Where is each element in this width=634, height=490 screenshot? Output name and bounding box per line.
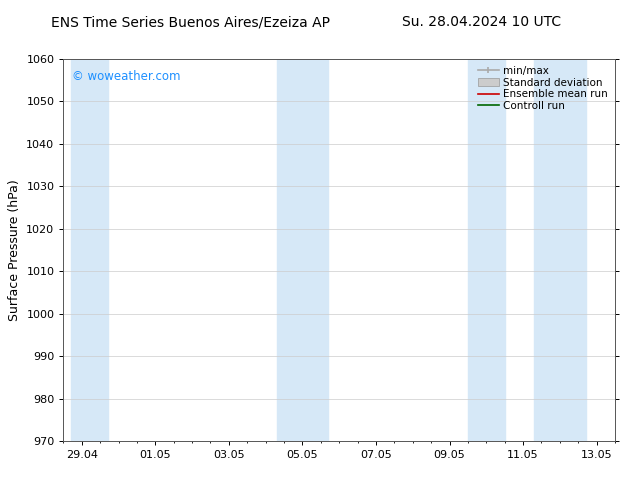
Text: © woweather.com: © woweather.com xyxy=(72,70,180,83)
Bar xyxy=(534,59,586,441)
Bar xyxy=(71,59,108,441)
Bar xyxy=(468,59,505,441)
Legend: min/max, Standard deviation, Ensemble mean run, Controll run: min/max, Standard deviation, Ensemble me… xyxy=(476,64,610,113)
Bar xyxy=(276,59,328,441)
Text: Su. 28.04.2024 10 UTC: Su. 28.04.2024 10 UTC xyxy=(403,15,561,29)
Y-axis label: Surface Pressure (hPa): Surface Pressure (hPa) xyxy=(8,179,21,321)
Text: ENS Time Series Buenos Aires/Ezeiza AP: ENS Time Series Buenos Aires/Ezeiza AP xyxy=(51,15,330,29)
